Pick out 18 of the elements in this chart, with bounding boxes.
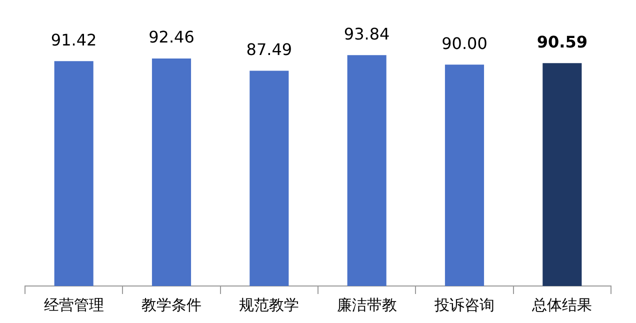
x-tick-label: 经营管理 <box>44 296 104 314</box>
data-label: 90.59 <box>536 32 588 52</box>
data-label: 92.46 <box>148 28 194 47</box>
data-label: 91.42 <box>50 30 97 50</box>
bar <box>250 70 289 286</box>
bar <box>542 63 582 286</box>
x-tick-label: 廉洁带教 <box>336 296 397 314</box>
bar <box>54 61 94 286</box>
bar <box>152 58 192 286</box>
data-label: 87.49 <box>246 40 292 59</box>
x-tick-label: 投诉咨询 <box>434 296 494 314</box>
x-tick-label: 教学条件 <box>142 296 202 314</box>
data-label: 93.84 <box>344 24 390 44</box>
x-tick-label: 规范教学 <box>239 296 300 314</box>
bar <box>444 64 484 286</box>
x-tick-label: 总体结果 <box>531 296 592 314</box>
data-label: 90.00 <box>442 34 488 53</box>
bar <box>347 55 386 286</box>
